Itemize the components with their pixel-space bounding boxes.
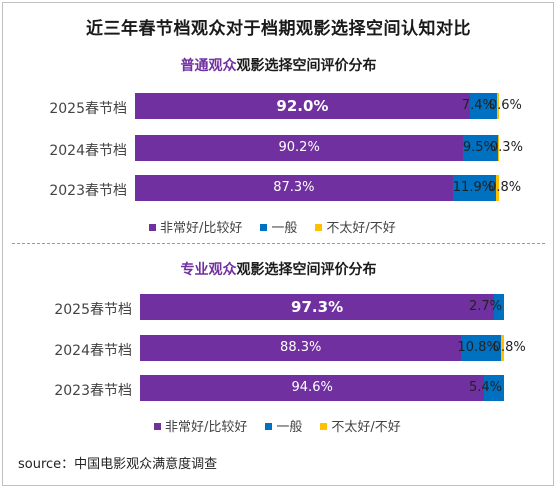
data-label-not-good: 0.6% [488,98,522,113]
panel-title-professional-audience: 专业观众观影选择空间评价分布 [0,259,557,279]
category-label: 2023春节档 [54,383,132,399]
bar-segment-average [463,135,498,161]
data-label-very-good: 90.2% [278,140,320,155]
panel-title-general-audience: 普通观众观影选择空间评价分布 [0,55,557,75]
panel-title-highlight: 普通观众 [180,58,237,74]
data-label-average: 11.9% [452,180,495,195]
bar-segment-very-good [140,294,495,320]
category-label: 2025春节档 [54,302,132,318]
bar-segment-average [452,175,497,201]
legend-item-average: 一般 [265,420,302,435]
bar-segment-very-good [135,93,470,119]
legend-item-not-good: 不太好/不好 [315,221,396,236]
legend-swatch [260,224,268,231]
data-label-average: 7.4% [461,98,495,113]
data-label-not-good: 0.8% [492,340,526,355]
legend: 非常好/比较好 一般 不太好/不好 [149,217,414,236]
category-label: 2025春节档 [49,101,127,117]
bar-segment-not-good [496,93,499,119]
data-label-average: 5.4% [468,380,502,395]
panel-title-rest: 观影选择空间评价分布 [236,262,377,278]
source-note: source：中国电影观众满意度调查 [18,457,218,472]
bar-segment-average [494,294,504,320]
bar-segment-not-good [500,335,504,361]
legend: 非常好/比较好 一般 不太好/不好 [154,416,419,435]
legend-item-very-good: 非常好/比较好 [149,221,242,236]
legend-swatch [265,423,273,430]
data-label-average: 9.5% [462,140,496,155]
legend-item-average: 一般 [260,221,297,236]
bar-segment-not-good [496,175,499,201]
bar-segment-average [484,375,504,401]
bar-segment-average [461,335,501,361]
legend-label: 非常好/比较好 [165,420,248,435]
data-label-very-good: 88.3% [280,340,322,355]
bar-segment-very-good [140,335,462,361]
bar-segment-very-good [135,175,453,201]
category-label: 2024春节档 [49,143,127,159]
legend-item-very-good: 非常好/比较好 [154,420,247,435]
legend-label: 一般 [271,221,298,236]
legend-label: 不太好/不好 [326,221,396,236]
data-label-very-good: 94.6% [291,380,333,395]
category-label: 2023春节档 [49,183,127,199]
data-label-not-good: 0.8% [488,180,522,195]
panel-title-highlight: 专业观众 [180,262,237,278]
data-label-not-good: 0.3% [489,140,523,155]
legend-label: 非常好/比较好 [160,221,243,236]
legend-swatch [320,423,328,430]
legend-swatch [315,224,323,231]
data-label-very-good: 97.3% [291,298,344,316]
bar-segment-very-good [140,375,485,401]
bar-segment-very-good [135,135,464,161]
bar-segment-not-good [497,135,500,161]
data-label-very-good: 92.0% [276,97,329,115]
legend-item-not-good: 不太好/不好 [320,420,401,435]
data-label-very-good: 87.3% [273,180,315,195]
data-label-average: 10.8% [457,340,499,355]
section-divider [12,243,545,244]
legend-swatch [154,423,161,430]
legend-label: 不太好/不好 [331,420,401,435]
panel-title-rest: 观影选择空间评价分布 [236,58,377,74]
category-label: 2024春节档 [54,343,132,359]
legend-swatch [149,224,156,231]
bar-segment-average [469,93,497,119]
main-title: 近三年春节档观众对于档期观影选择空间认知对比 [86,19,471,39]
data-label-average: 2.7% [468,299,502,314]
legend-label: 一般 [276,420,303,435]
